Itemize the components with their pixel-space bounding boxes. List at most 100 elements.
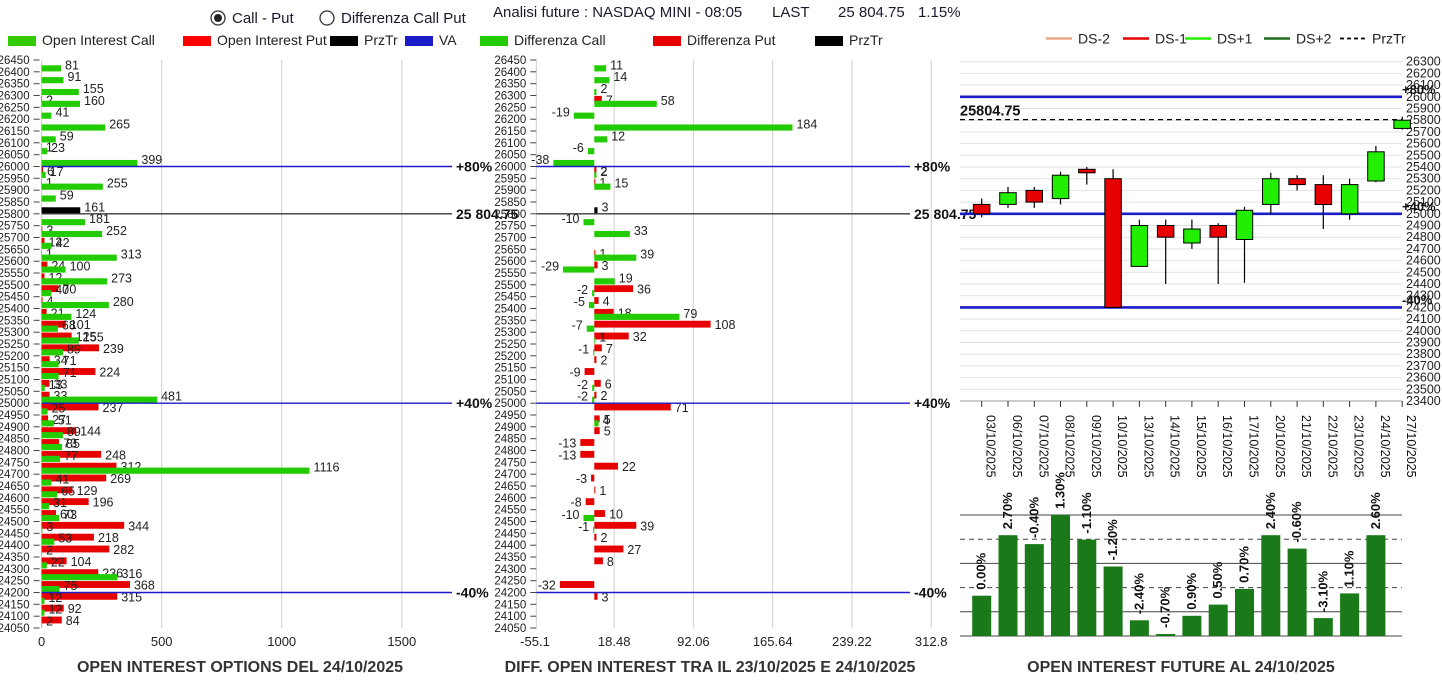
svg-text:-0.60%: -0.60%: [1289, 501, 1304, 543]
svg-text:24800: 24800: [0, 446, 30, 458]
svg-text:282: 282: [113, 543, 134, 557]
svg-text:25500: 25500: [494, 280, 526, 292]
svg-text:73: 73: [63, 508, 77, 522]
svg-text:25000: 25000: [494, 398, 526, 410]
svg-text:25250: 25250: [494, 339, 526, 351]
svg-text:-40%: -40%: [1402, 292, 1433, 307]
svg-text:-1.10%: -1.10%: [1079, 492, 1094, 534]
svg-text:-7: -7: [572, 319, 583, 333]
svg-text:24650: 24650: [0, 481, 30, 493]
svg-text:25100: 25100: [1406, 195, 1441, 209]
svg-text:1: 1: [599, 247, 606, 261]
svg-text:100: 100: [70, 260, 91, 274]
svg-text:23500: 23500: [1406, 382, 1441, 396]
svg-text:25800: 25800: [494, 209, 526, 221]
svg-text:-5: -5: [574, 295, 585, 309]
svg-text:165.64: 165.64: [753, 634, 793, 649]
svg-text:07/10/2025: 07/10/2025: [1036, 415, 1050, 478]
svg-text:25650: 25650: [0, 244, 30, 256]
svg-text:24250: 24250: [494, 576, 526, 588]
svg-text:25550: 25550: [0, 268, 30, 280]
svg-text:53: 53: [58, 532, 72, 546]
svg-text:25200: 25200: [1406, 183, 1441, 197]
svg-text:2.40%: 2.40%: [1263, 492, 1278, 529]
svg-text:12: 12: [48, 271, 62, 285]
svg-text:24200: 24200: [494, 588, 526, 600]
svg-text:8: 8: [607, 555, 614, 569]
svg-text:-38: -38: [531, 153, 549, 167]
svg-text:25900: 25900: [494, 185, 526, 197]
svg-text:2: 2: [600, 165, 607, 179]
svg-text:25200: 25200: [0, 351, 30, 363]
svg-text:5: 5: [604, 413, 611, 427]
svg-text:26250: 26250: [494, 102, 526, 114]
svg-text:27: 27: [627, 543, 641, 557]
svg-text:-0.70%: -0.70%: [1158, 586, 1173, 628]
svg-text:12: 12: [48, 603, 62, 617]
svg-text:08/10/2025: 08/10/2025: [1063, 415, 1077, 478]
svg-text:239: 239: [103, 342, 124, 356]
svg-text:316: 316: [121, 567, 142, 581]
svg-text:-13: -13: [558, 437, 576, 451]
svg-text:-10: -10: [561, 212, 579, 226]
svg-text:24450: 24450: [494, 528, 526, 540]
svg-text:59: 59: [60, 129, 74, 143]
svg-text:06/10/2025: 06/10/2025: [1010, 415, 1024, 478]
svg-text:12: 12: [48, 591, 62, 605]
svg-text:25650: 25650: [494, 244, 526, 256]
svg-text:36: 36: [637, 283, 651, 297]
svg-text:60: 60: [60, 508, 74, 522]
svg-text:24700: 24700: [494, 469, 526, 481]
svg-text:129: 129: [77, 484, 98, 498]
svg-text:2.70%: 2.70%: [1000, 492, 1015, 529]
svg-text:26400: 26400: [494, 67, 526, 79]
svg-text:26000: 26000: [0, 162, 30, 174]
svg-text:LAST: LAST: [772, 4, 810, 21]
svg-text:1000: 1000: [267, 634, 296, 649]
svg-text:280: 280: [113, 295, 134, 309]
svg-text:368: 368: [134, 579, 155, 593]
svg-text:-55.1: -55.1: [520, 634, 550, 649]
svg-text:-13: -13: [558, 448, 576, 462]
svg-text:312: 312: [121, 460, 142, 474]
svg-text:3: 3: [602, 259, 609, 273]
svg-text:24550: 24550: [494, 505, 526, 517]
svg-text:58: 58: [661, 94, 675, 108]
svg-text:25050: 25050: [0, 386, 30, 398]
svg-text:-19: -19: [552, 106, 570, 120]
svg-text:17/10/2025: 17/10/2025: [1247, 415, 1261, 478]
svg-text:73: 73: [63, 437, 77, 451]
svg-text:-1: -1: [578, 342, 589, 356]
svg-text:24900: 24900: [0, 422, 30, 434]
svg-text:-2: -2: [577, 283, 588, 297]
svg-text:24250: 24250: [0, 576, 30, 588]
svg-text:24850: 24850: [494, 434, 526, 446]
svg-text:155: 155: [83, 82, 104, 96]
svg-text:25100: 25100: [0, 375, 30, 387]
svg-text:25900: 25900: [0, 185, 30, 197]
svg-text:25 804.75: 25 804.75: [456, 206, 518, 222]
svg-text:0.70%: 0.70%: [1237, 546, 1252, 583]
svg-text:DS+1: DS+1: [1217, 31, 1253, 47]
svg-text:26000: 26000: [1406, 90, 1441, 104]
svg-text:85: 85: [66, 437, 80, 451]
svg-text:25400: 25400: [494, 304, 526, 316]
svg-text:25700: 25700: [1406, 125, 1441, 139]
svg-text:25500: 25500: [0, 280, 30, 292]
svg-text:15: 15: [614, 177, 628, 191]
svg-text:124: 124: [75, 307, 96, 321]
svg-text:25950: 25950: [494, 173, 526, 185]
svg-text:25700: 25700: [494, 233, 526, 245]
svg-text:24750: 24750: [0, 457, 30, 469]
svg-text:24800: 24800: [1406, 230, 1441, 244]
svg-text:-2: -2: [577, 390, 588, 404]
svg-text:25900: 25900: [1406, 102, 1441, 116]
svg-text:26100: 26100: [494, 138, 526, 150]
svg-text:181: 181: [89, 212, 110, 226]
svg-text:-10: -10: [561, 508, 579, 522]
svg-text:15/10/2025: 15/10/2025: [1194, 415, 1208, 478]
svg-text:1116: 1116: [314, 461, 340, 475]
svg-text:218: 218: [98, 531, 119, 545]
svg-text:161: 161: [84, 200, 105, 214]
svg-text:26250: 26250: [0, 102, 30, 114]
